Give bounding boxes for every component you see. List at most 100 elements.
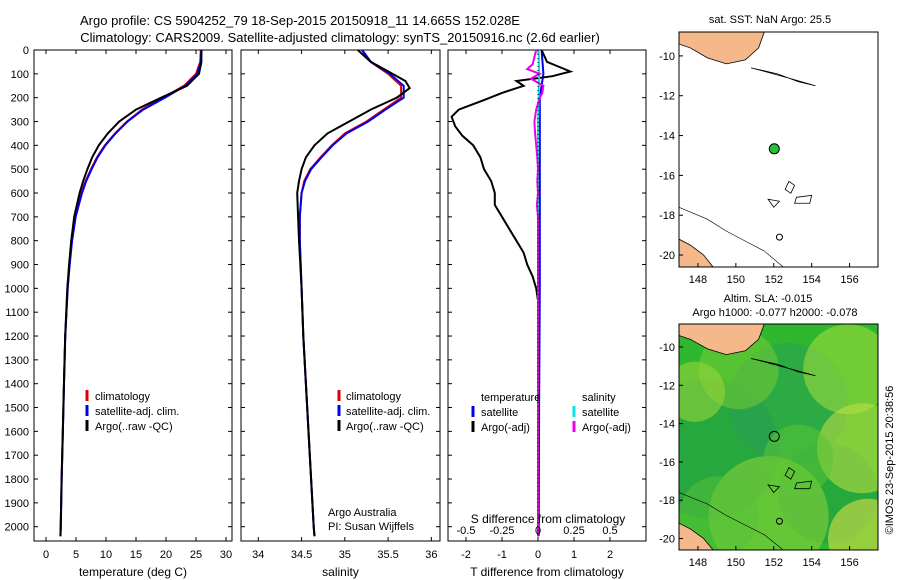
salinity-series-line	[296, 49, 412, 537]
y-tick-label: 1300	[5, 355, 29, 367]
y-tick-label: 2000	[5, 522, 29, 534]
s-tick-label: 0.5	[602, 525, 617, 537]
annotation-line: PI: Susan Wijffels	[328, 521, 414, 533]
salinity-x-tick-label: 36	[425, 549, 437, 561]
difference-x-tick-label: 0	[535, 549, 541, 561]
temperature-x-tick-label: 5	[73, 549, 79, 561]
y-tick-label: 1600	[5, 426, 29, 438]
island	[794, 194, 813, 204]
land-queensland	[679, 238, 714, 267]
legend-header: temperature	[481, 392, 540, 404]
s-tick-label: -0.5	[457, 525, 476, 537]
s-axis-label: S difference from climatology	[471, 512, 626, 526]
temperature-x-tick-label: 0	[43, 549, 49, 561]
legend-label: Argo(..raw -QC)	[346, 421, 424, 433]
sla-title-line: Altim. SLA: -0.015	[724, 293, 813, 305]
y-tick-label: 1400	[5, 379, 29, 391]
salinity-frame	[240, 49, 441, 542]
land-new-guinea	[679, 32, 765, 65]
argo-location-marker	[768, 430, 780, 442]
legend-label: Argo(-adj)	[481, 422, 530, 434]
y-tick-label: 500	[11, 164, 29, 176]
map-x-tick-label: 154	[802, 274, 820, 286]
y-tick-label: 100	[11, 69, 29, 81]
reef-marker	[775, 233, 783, 241]
map-frame	[678, 323, 879, 551]
s-tick-label: -0.25	[489, 525, 514, 537]
map-x-tick-label: 148	[689, 557, 707, 569]
difference-xlabel: T difference from climatology	[470, 565, 624, 579]
difference-frame	[447, 49, 647, 542]
shelf-contour	[679, 206, 784, 267]
difference-x-tick-label: -2	[461, 549, 471, 561]
salinity-panel: 34 34.5 35 35.5 36 salinity climatology satelli…	[240, 49, 441, 579]
y-tick-label: 400	[11, 140, 29, 152]
map-x-tick-label: 156	[840, 557, 858, 569]
map-y-tick-label: -18	[659, 210, 675, 222]
sst-map-title: sat. SST: NaN Argo: 25.5	[709, 14, 831, 26]
y-tick-label: 1900	[5, 498, 29, 510]
difference-panel: -2 -1 0 1 2 T difference from climatology -0.5…	[447, 49, 647, 579]
salinity-x-tick-label: 34	[252, 549, 264, 561]
legend-label: Argo(-adj)	[582, 422, 631, 434]
legend-label: satellite-adj. clim.	[95, 406, 179, 418]
y-tick-label: 1100	[5, 307, 29, 319]
sla-blob	[803, 324, 878, 415]
y-tick-label: 1000	[5, 283, 29, 295]
sla-blob	[763, 424, 834, 495]
difference-x-tick-label: 1	[571, 549, 577, 561]
map-frame	[678, 31, 879, 268]
legend-label: satellite	[582, 407, 619, 419]
sla-blob	[679, 476, 759, 550]
map-y-tick-label: -10	[659, 51, 675, 63]
sla-map-panel: 148 150 152 154 156 -10 -12 -14 -16 -18 -20 Altim. …	[659, 293, 896, 569]
map-y-tick-label: -12	[659, 91, 675, 103]
salinity-x-tick-label: 35.5	[377, 549, 398, 561]
difference-x-tick-label: -1	[497, 549, 507, 561]
temperature-x-tick-label: 15	[130, 549, 142, 561]
argo-location-marker	[768, 143, 780, 155]
island	[767, 484, 781, 494]
map-y-tick-label: -10	[659, 342, 675, 354]
figure-title-line2: Climatology: CARS2009. Satellite-adjuste…	[80, 30, 600, 45]
island	[784, 467, 796, 480]
island	[784, 180, 796, 194]
map-y-tick-label: -14	[659, 419, 675, 431]
figure-title-line1: Argo profile: CS 5904252_79 18-Sep-2015 …	[80, 13, 520, 28]
map-x-tick-label: 148	[689, 274, 707, 286]
land-new-guinea	[679, 324, 765, 356]
temperature-x-tick-label: 25	[190, 549, 202, 561]
legend-label: Argo(..raw -QC)	[95, 421, 173, 433]
map-x-tick-label: 156	[840, 274, 858, 286]
y-tick-label: 0	[23, 45, 29, 57]
map-x-tick-label: 152	[765, 557, 783, 569]
map-content	[679, 32, 878, 267]
reef-marker	[775, 517, 783, 525]
difference-series-line	[525, 49, 545, 537]
s-tick-label: 0.25	[563, 525, 584, 537]
salinity-x-tick-label: 35	[339, 549, 351, 561]
map-x-tick-label: 150	[727, 557, 745, 569]
island	[750, 358, 816, 377]
temperature-panel: 0100200300400500600700800900100011001200…	[5, 45, 233, 579]
legend-label: satellite-adj. clim.	[346, 406, 430, 418]
island	[767, 198, 781, 208]
y-tick-label: 300	[11, 117, 29, 129]
map-y-tick-label: -14	[659, 131, 675, 143]
difference-series-line	[537, 49, 545, 537]
temperature-x-tick-label: 20	[160, 549, 172, 561]
temperature-x-tick-label: 30	[220, 549, 232, 561]
map-x-tick-label: 154	[802, 557, 820, 569]
salinity-xlabel: salinity	[322, 565, 359, 579]
land-queensland	[679, 522, 714, 550]
y-tick-label: 1500	[5, 403, 29, 415]
sla-blob	[817, 403, 878, 494]
map-y-tick-label: -20	[659, 534, 675, 546]
map-y-tick-label: -16	[659, 457, 675, 469]
y-tick-label: 1200	[5, 331, 29, 343]
y-tick-label: 800	[11, 236, 29, 248]
annotation-line: Argo Australia	[328, 507, 397, 519]
temperature-frame	[33, 49, 233, 542]
y-tick-label: 1800	[5, 474, 29, 486]
map-y-tick-label: -20	[659, 250, 675, 262]
